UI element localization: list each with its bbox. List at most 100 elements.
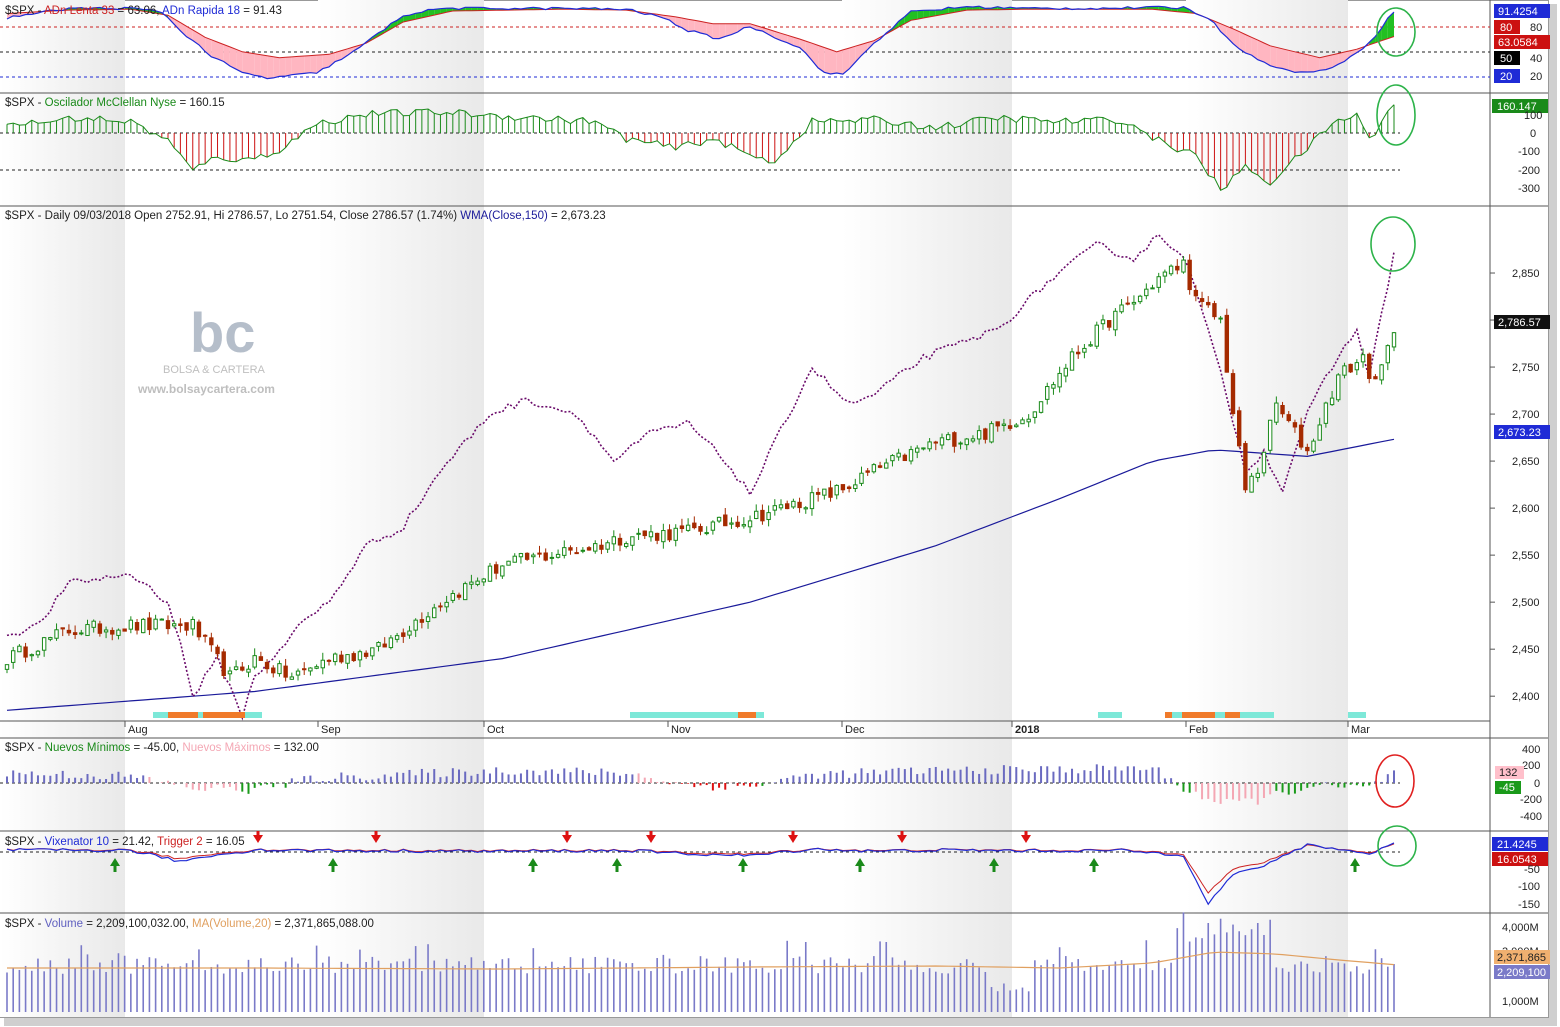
- candle-body: [209, 637, 214, 646]
- candle-body: [822, 488, 827, 496]
- signal-bar: [245, 712, 262, 718]
- candle-body: [184, 622, 189, 631]
- candle-body: [289, 676, 295, 680]
- candle-body: [1249, 475, 1254, 493]
- candle-body: [258, 656, 264, 661]
- buy-arrow: [110, 858, 120, 866]
- badge-80-text: 80: [1500, 22, 1512, 34]
- candle-body: [1218, 317, 1223, 320]
- candle-body: [630, 536, 635, 546]
- adn-fill: [229, 46, 237, 70]
- adn-fill: [1338, 52, 1345, 65]
- adn-fill: [1226, 26, 1233, 44]
- candle-body: [586, 547, 592, 551]
- candle-body: [1206, 301, 1211, 306]
- candle-body: [432, 607, 437, 619]
- adn-fill: [861, 42, 868, 56]
- candle-body: [1082, 347, 1087, 353]
- candle-body: [1292, 422, 1298, 428]
- candle-body: [357, 651, 363, 661]
- candle-body: [1045, 386, 1050, 400]
- candle-body: [66, 629, 72, 634]
- candle-body: [240, 666, 245, 671]
- adn-fill: [917, 10, 924, 20]
- trigger-line: [6, 843, 1395, 894]
- badge-close-text: 2,786.57: [1498, 317, 1541, 329]
- candle-body: [122, 628, 127, 632]
- price-legend: $SPX - Daily 09/03/2018 Open 2752.91, Hi…: [5, 210, 606, 222]
- candle-body: [1032, 411, 1038, 418]
- candle-body: [469, 581, 474, 585]
- month-label: Aug: [128, 724, 148, 736]
- candle-body: [952, 432, 957, 447]
- highs-lows-legend: $SPX - Nuevos Mínimos = -45.00, Nuevos M…: [5, 742, 319, 754]
- candle-body: [710, 521, 716, 531]
- vol-tick: 1,000M: [1502, 996, 1539, 1008]
- candle-body: [308, 667, 313, 672]
- adn-fill: [1177, 6, 1184, 13]
- candle-body: [654, 532, 660, 541]
- badge-adn-fast-text: 91.4254: [1498, 6, 1538, 18]
- adn-fill: [390, 20, 398, 30]
- adn-tick-80: 80: [1530, 22, 1542, 34]
- candle-body: [1057, 372, 1062, 388]
- candle-body: [512, 555, 517, 563]
- adn-fill: [1270, 45, 1277, 68]
- adn-fill: [304, 55, 311, 74]
- volume-ma-line: [7, 951, 1395, 970]
- hl-tick: -200: [1520, 794, 1542, 806]
- vix-tick: -100: [1518, 881, 1540, 893]
- adn-fill: [1183, 6, 1190, 13]
- candle-body: [450, 593, 456, 601]
- adn-fill: [273, 56, 280, 78]
- badge-80: [1494, 20, 1520, 34]
- adn-fill: [310, 55, 317, 74]
- price-tick: 2,850: [1512, 268, 1540, 280]
- adn-tick-40: 40: [1530, 53, 1542, 65]
- sell-arrow: [1021, 835, 1031, 843]
- shadow: [4, 1018, 1557, 1026]
- mc-tick: 100: [1524, 110, 1542, 122]
- candle-body: [1137, 295, 1143, 303]
- signal-bar: [1240, 712, 1274, 718]
- candle-body: [1243, 443, 1248, 491]
- adn-fill: [434, 8, 441, 16]
- candle-body: [487, 565, 493, 582]
- candle-body: [896, 452, 901, 458]
- price-tick: 2,550: [1512, 550, 1540, 562]
- candle-body: [103, 629, 109, 633]
- adn-fill: [1325, 54, 1333, 70]
- sell-arrow: [646, 835, 656, 843]
- adn-fill: [818, 45, 825, 73]
- candle-body: [939, 437, 945, 446]
- candle-body: [828, 487, 833, 498]
- adn-fill: [799, 39, 806, 54]
- candle-body: [685, 524, 691, 531]
- candle-body: [995, 421, 1000, 427]
- adn-tick-20: 20: [1530, 71, 1542, 83]
- candle-body: [797, 501, 802, 509]
- candle-body: [1063, 367, 1069, 377]
- candle-body: [933, 441, 938, 444]
- candle-body: [679, 525, 685, 530]
- buy-arrow: [528, 858, 538, 866]
- candle-body: [989, 423, 994, 443]
- candle-body: [1199, 298, 1205, 302]
- candle-body: [834, 484, 839, 496]
- adn-fill: [471, 7, 478, 11]
- candle-body: [283, 665, 288, 678]
- signal-bar: [198, 712, 203, 718]
- candle-body: [921, 447, 926, 450]
- candle-body: [363, 652, 369, 657]
- candle-body: [221, 651, 226, 677]
- adn-fill: [737, 23, 744, 32]
- adn-fill: [341, 48, 348, 60]
- candle-body: [295, 670, 301, 676]
- candle-body: [853, 484, 858, 490]
- candle-body: [388, 637, 394, 649]
- adn-fill: [279, 57, 286, 77]
- candle-body: [915, 447, 920, 453]
- signal-bar: [1098, 712, 1122, 718]
- candle-body: [784, 503, 790, 510]
- candle-body: [1255, 472, 1260, 479]
